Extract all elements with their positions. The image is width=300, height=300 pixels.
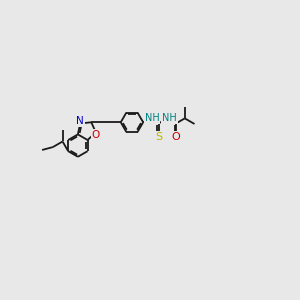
Text: NH: NH xyxy=(145,113,159,123)
Text: S: S xyxy=(155,132,162,142)
Text: N: N xyxy=(76,116,84,126)
Text: NH: NH xyxy=(162,113,177,123)
Text: O: O xyxy=(172,132,181,142)
Text: O: O xyxy=(92,130,100,140)
